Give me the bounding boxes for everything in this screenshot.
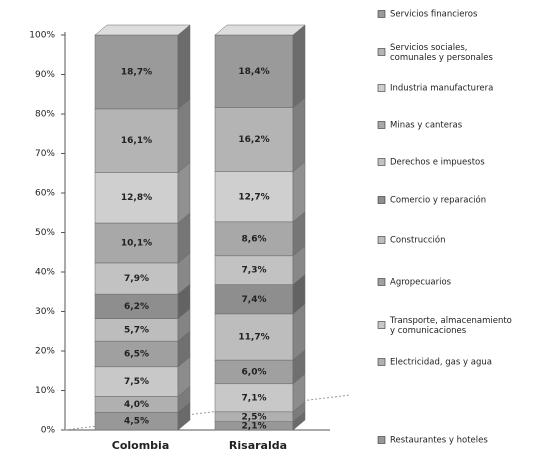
x-tick-label: Risaralda [229,439,287,452]
value-label: 6,0% [242,367,267,377]
value-label: 10,1% [121,238,152,248]
legend-swatch [377,321,386,329]
legend-label: Comercio y reparación [390,195,486,206]
bar-side [292,161,306,223]
legend-label: Restaurantes y hoteles [390,436,488,446]
y-tick-label: 0% [41,426,56,436]
bar-segment [214,221,294,257]
y-tick-label: 10% [35,386,55,396]
y-tick-label: 80% [35,110,55,120]
y-tick-label: 30% [35,307,55,317]
bar-side [177,24,191,110]
value-label: 2,1% [242,421,267,431]
value-label: 7,1% [242,393,267,403]
bar-side [292,97,306,173]
bar-segment [94,172,179,224]
y-tick-label: 50% [35,228,55,238]
legend-swatch [377,158,386,166]
legend-label: Minas y canteras [390,121,463,131]
bar-segment [94,366,179,397]
bar-segment [214,313,294,361]
legend-swatch [377,84,386,92]
value-label: 18,4% [238,67,269,77]
y-tick-label: 90% [35,70,55,80]
y-tick-label: 100% [29,31,55,41]
legend-swatch [377,436,386,444]
value-label: 7,3% [242,266,267,276]
y-tick-label: 40% [35,268,55,278]
value-label: 8,6% [242,234,267,244]
y-tick-label: 70% [35,149,55,159]
bar-top [214,24,306,36]
bar-segment [214,284,294,315]
value-label: 12,8% [121,193,152,203]
value-label: 5,7% [124,325,149,335]
value-label: 7,4% [242,295,267,305]
legend-label: Agropecuarios [390,278,452,288]
legend-swatch [377,121,386,129]
legend-swatch [377,48,386,56]
bar-side [177,161,191,224]
legend-swatch [377,10,386,18]
bar-top [94,24,191,36]
y-tick-label: 20% [35,347,55,357]
value-label: 16,2% [238,135,269,145]
legend-label: Industria manufacturera [390,84,493,94]
legend-swatch [377,358,386,366]
legend-label: Servicios financieros [390,10,478,20]
legend-swatch [377,196,386,204]
value-label: 2,5% [242,412,267,422]
value-label: 6,5% [124,349,149,359]
value-label: 16,1% [121,136,152,146]
value-label: 4,0% [124,400,149,410]
legend-label: Transporte, almacenamiento y comunicacion… [389,316,512,336]
bar-side [292,24,306,109]
value-label: 7,5% [124,377,149,387]
bar-segment [94,108,179,173]
legend-label: Derechos e impuestos [390,158,485,168]
value-label: 7,9% [124,274,149,284]
y-tick-label: 60% [35,189,55,199]
value-label: 18,7% [121,67,152,77]
bar-segment [94,34,179,110]
bar-side [177,98,191,173]
bar-segment [214,171,294,223]
bar-segment [214,34,294,108]
bar-segment [94,262,179,295]
value-label: 12,7% [238,192,269,202]
legend-label: Electricidad, gas y agua [390,358,492,368]
value-label: 4,5% [124,417,149,427]
value-label: 11,7% [238,332,269,342]
bar-segment [214,255,294,285]
bar-segment [94,293,179,319]
legend-label: Servicios sociales, comunales y personale… [390,43,494,63]
x-tick-label: Colombia [112,439,170,452]
value-label: 6,2% [124,302,149,312]
legend-swatch [377,236,386,244]
legend-swatch [377,278,386,286]
legend-label: Construcción [390,235,445,246]
